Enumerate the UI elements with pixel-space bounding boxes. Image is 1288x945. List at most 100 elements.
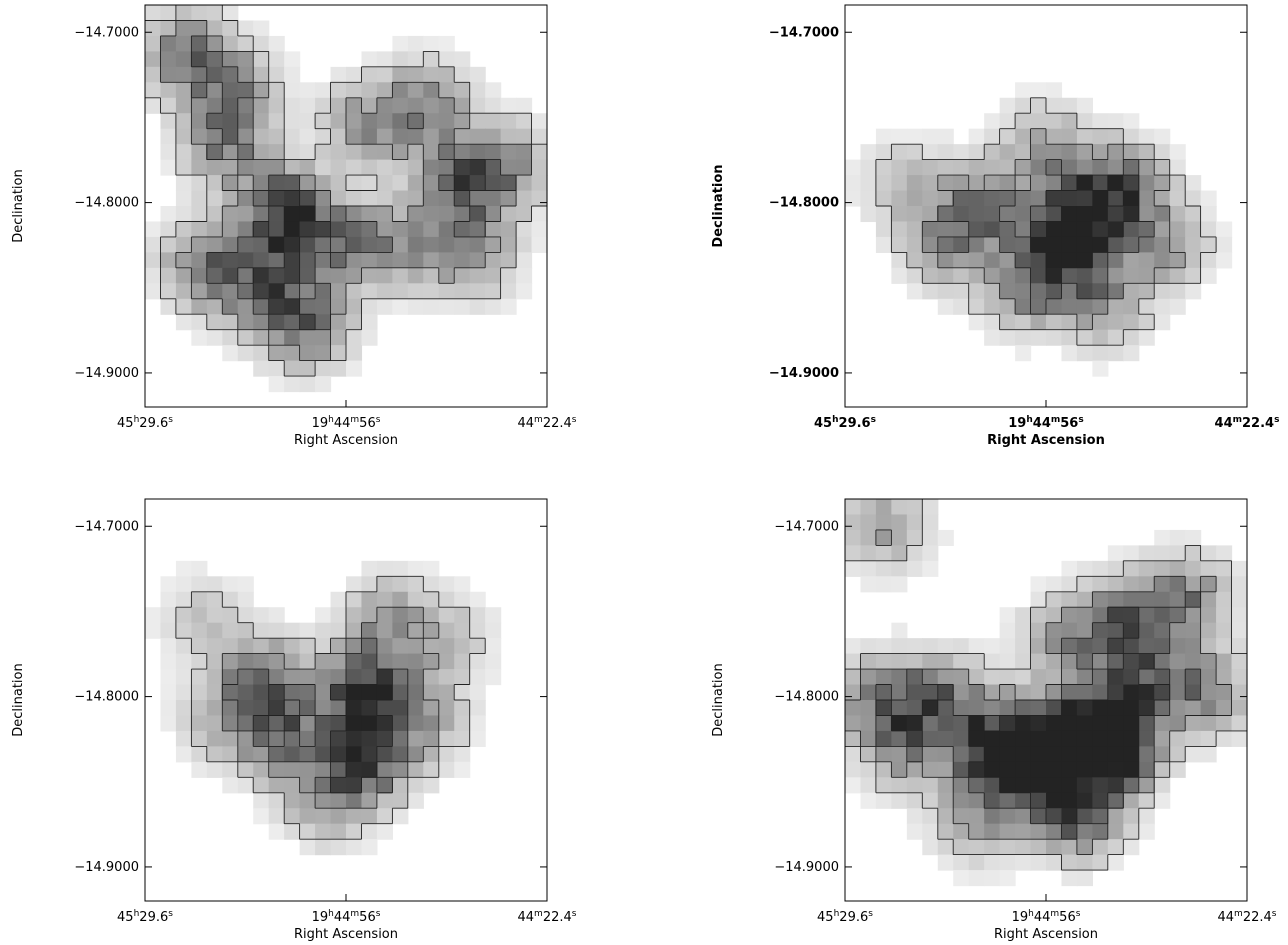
- heatmap-cell: [1231, 576, 1248, 593]
- heatmap-cell: [175, 669, 192, 686]
- heatmap-cell: [875, 761, 892, 778]
- heatmap-cell: [392, 206, 409, 223]
- heatmap-cell: [330, 221, 347, 238]
- heatmap-cell: [1092, 113, 1109, 130]
- heatmap-cell: [237, 35, 254, 52]
- heatmap-cell: [268, 622, 285, 639]
- heatmap-cell: [346, 190, 363, 207]
- heatmap-cell: [485, 298, 502, 315]
- heatmap-cell: [860, 700, 877, 717]
- heatmap-cell: [330, 607, 347, 624]
- heatmap-cell: [984, 870, 1001, 887]
- heatmap-cell: [284, 267, 301, 284]
- heatmap-cell: [937, 808, 954, 825]
- heatmap-cell: [953, 267, 970, 284]
- heatmap-cell: [937, 206, 954, 223]
- heatmap-cell: [315, 360, 332, 377]
- heatmap-cell: [1216, 545, 1233, 562]
- heatmap-cell: [860, 777, 877, 794]
- heatmap-cell: [407, 252, 424, 269]
- heatmap-cell: [1076, 576, 1093, 593]
- heatmap-cell: [284, 730, 301, 747]
- heatmap-cell: [268, 345, 285, 362]
- heatmap-cell: [407, 746, 424, 763]
- heatmap-cell: [330, 638, 347, 655]
- heatmap-cell: [423, 684, 440, 701]
- heatmap-cell: [253, 684, 270, 701]
- heatmap-cell: [191, 236, 208, 253]
- contour-lines: [875, 97, 1217, 346]
- heatmap-cell: [175, 700, 192, 717]
- x-tick-label: 44m22.4s: [518, 415, 577, 431]
- heatmap-cell: [999, 622, 1016, 639]
- heatmap-cell: [1200, 576, 1217, 593]
- heatmap-cell: [1169, 175, 1186, 192]
- heatmap-cell: [206, 97, 223, 114]
- heatmap-cell: [1231, 560, 1248, 577]
- heatmap-cell: [330, 252, 347, 269]
- heatmap-cell: [315, 144, 332, 161]
- heatmap-cell: [984, 638, 1001, 655]
- heatmap-cell: [392, 808, 409, 825]
- heatmap-cell: [469, 638, 486, 655]
- heatmap-cell: [1107, 839, 1124, 856]
- heatmap-cell: [1231, 700, 1248, 717]
- heatmap-cell: [237, 329, 254, 346]
- heatmap-cell: [407, 730, 424, 747]
- heatmap-cell: [299, 746, 316, 763]
- heatmap-cell: [875, 576, 892, 593]
- heatmap-cell: [423, 700, 440, 717]
- heatmap-cell: [891, 514, 908, 531]
- heatmap-cell: [222, 314, 239, 331]
- heatmap-cell: [1030, 298, 1047, 315]
- heatmap-cell: [845, 638, 862, 655]
- heatmap-cell: [469, 236, 486, 253]
- heatmap-cell: [1015, 298, 1032, 315]
- heatmap-cell: [253, 252, 270, 269]
- contour-line: [160, 20, 532, 362]
- heatmap-cell: [361, 576, 378, 593]
- heatmap-cell: [284, 653, 301, 670]
- heatmap-cell: [953, 684, 970, 701]
- heatmap-cell: [999, 283, 1016, 300]
- heatmap-cell: [845, 514, 862, 531]
- heatmap-cell: [516, 175, 533, 192]
- heatmap-cell: [407, 669, 424, 686]
- heatmap-cell: [1092, 159, 1109, 176]
- heatmap-cell: [268, 823, 285, 840]
- heatmap-cell: [968, 839, 985, 856]
- heatmap-cell: [376, 761, 393, 778]
- heatmap-cell: [1138, 267, 1155, 284]
- heatmap-cell: [407, 35, 424, 52]
- heatmap-cell: [500, 221, 517, 238]
- heatmap-cell: [407, 66, 424, 83]
- heatmap-cell: [1123, 591, 1140, 608]
- heatmap-cell: [191, 82, 208, 99]
- heatmap-cell: [315, 221, 332, 238]
- heatmap-cell: [922, 128, 939, 145]
- heatmap-cell: [346, 761, 363, 778]
- heatmap-cell: [315, 345, 332, 362]
- heatmap-cell: [1015, 283, 1032, 300]
- heatmap-cell: [160, 51, 177, 68]
- heatmap-cell: [330, 746, 347, 763]
- heatmap-cell: [361, 700, 378, 717]
- heatmap-cell: [500, 175, 517, 192]
- heatmap-cell: [1030, 267, 1047, 284]
- heatmap-cell: [1076, 267, 1093, 284]
- heatmap-cell: [1030, 144, 1047, 161]
- heatmap-cell: [937, 854, 954, 871]
- heatmap-cell: [516, 159, 533, 176]
- heatmap-cell: [1154, 267, 1171, 284]
- heatmap-cell: [968, 653, 985, 670]
- heatmap-cell: [999, 190, 1016, 207]
- heatmap-cell: [1154, 252, 1171, 269]
- heatmap-cell: [999, 839, 1016, 856]
- heatmap-cell: [1216, 252, 1233, 269]
- heatmap-cell: [206, 236, 223, 253]
- heatmap-cell: [891, 730, 908, 747]
- heatmap-cell: [253, 267, 270, 284]
- heatmap-cell: [1231, 669, 1248, 686]
- heatmap-cell: [953, 144, 970, 161]
- heatmap-cell: [1061, 669, 1078, 686]
